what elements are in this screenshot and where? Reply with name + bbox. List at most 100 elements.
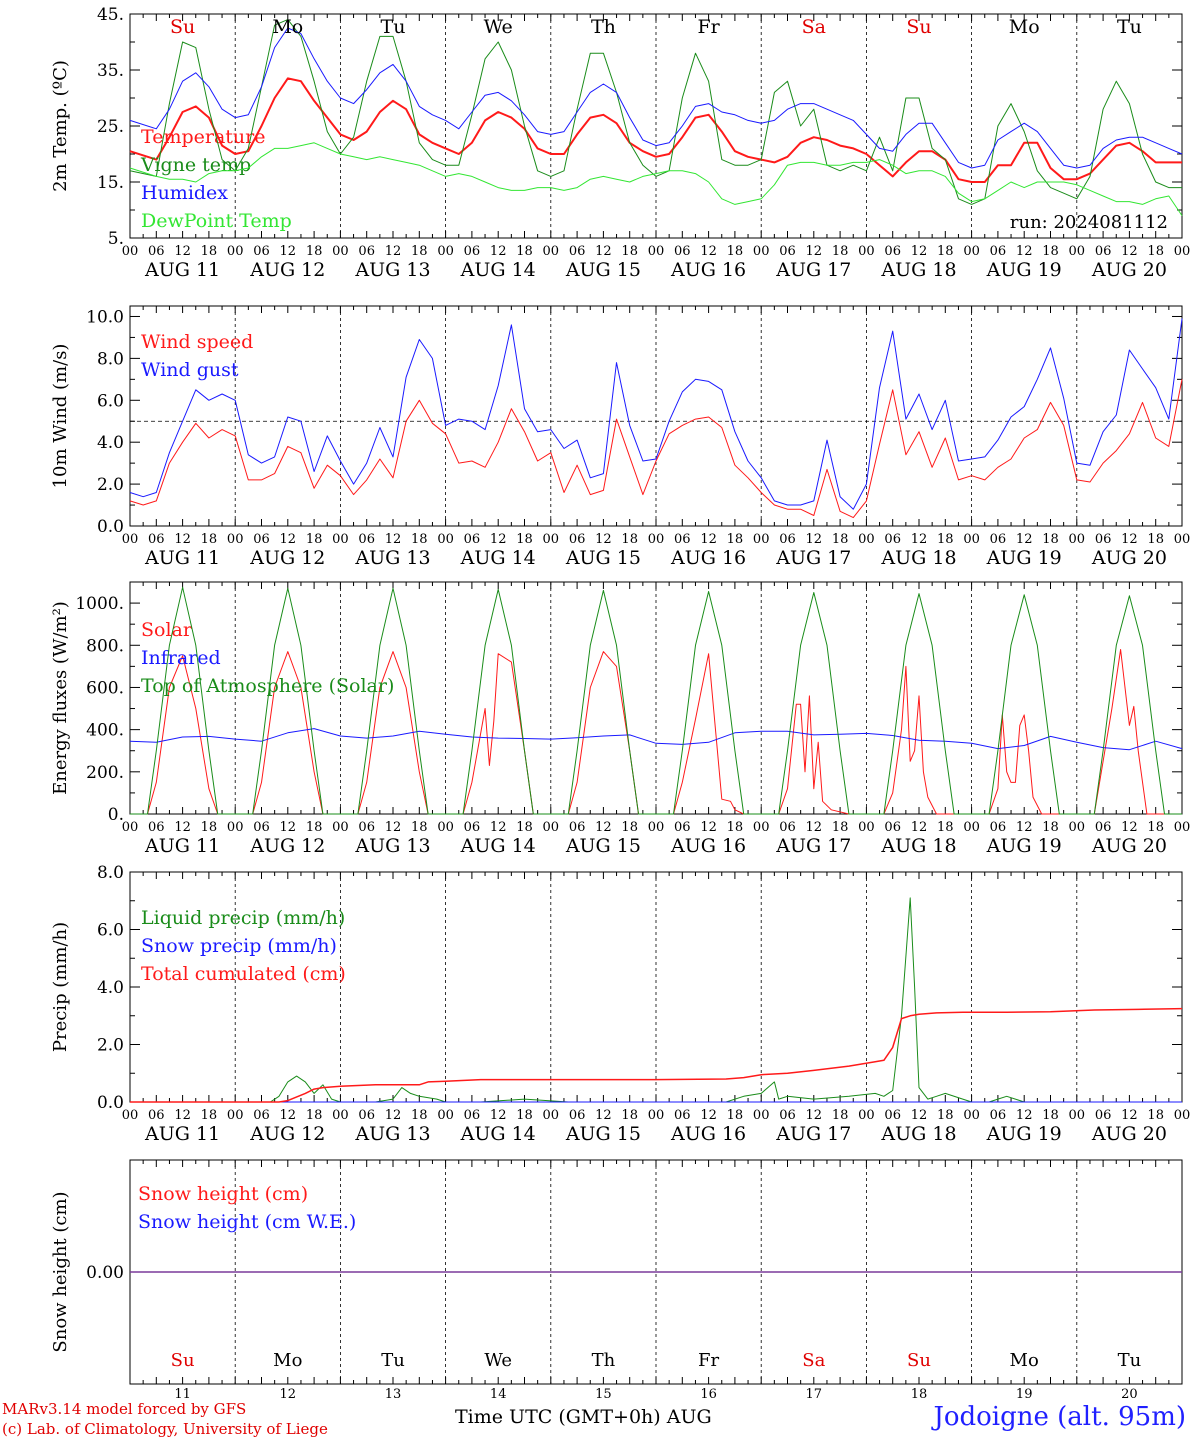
- y-tick-label-2-5: 1000.: [75, 594, 124, 614]
- hour-label-0-60: 12: [385, 244, 402, 259]
- date-label-2-4: AUG 15: [565, 835, 641, 857]
- top-weekday-2: Tu: [381, 16, 406, 38]
- bottom-day-number-8: 19: [1016, 1387, 1033, 1402]
- y-tick-label-0-0: 5.: [108, 229, 124, 249]
- model-credit: MARv3.14 model forced by GFS: [2, 1400, 247, 1418]
- bottom-day-number-4: 15: [595, 1387, 612, 1402]
- hour-label-0-6: 06: [148, 244, 165, 259]
- hour-label-1-126: 06: [674, 532, 691, 547]
- hour-label-3-120: 00: [648, 1108, 665, 1123]
- date-label-2-8: AUG 19: [986, 835, 1062, 857]
- y-tick-label-2-4: 800.: [86, 636, 124, 656]
- bottom-weekday-9: Tu: [1118, 1350, 1142, 1371]
- hour-label-1-48: 00: [332, 532, 349, 547]
- hour-label-2-96: 00: [543, 820, 560, 835]
- hour-label-3-102: 06: [569, 1108, 586, 1123]
- hour-label-3-222: 06: [1095, 1108, 1112, 1123]
- bottom-weekday-4: Th: [592, 1350, 616, 1371]
- date-label-0-0: AUG 11: [144, 259, 220, 281]
- hour-label-2-72: 00: [437, 820, 454, 835]
- date-label-2-3: AUG 14: [460, 835, 536, 857]
- legend-entry-0-2: Humidex: [141, 182, 228, 204]
- y-tick-label-1-4: 8.0: [97, 349, 124, 369]
- hour-label-3-30: 06: [253, 1108, 270, 1123]
- hour-label-0-198: 06: [990, 244, 1007, 259]
- hour-label-1-60: 12: [385, 532, 402, 547]
- hour-label-3-180: 12: [911, 1108, 928, 1123]
- y-tick-label-1-5: 10.0: [86, 307, 124, 327]
- hour-label-1-84: 12: [490, 532, 507, 547]
- date-label-2-0: AUG 11: [144, 835, 220, 857]
- hour-label-2-132: 12: [700, 820, 717, 835]
- y-tick-label-1-0: 0.0: [97, 517, 124, 537]
- site-label: Jodoigne (alt. 95m): [933, 1402, 1186, 1432]
- hour-label-1-12: 12: [174, 532, 191, 547]
- bottom-day-number-3: 14: [490, 1387, 507, 1402]
- date-label-1-2: AUG 13: [354, 547, 430, 569]
- hour-label-1-114: 18: [621, 532, 638, 547]
- bottom-day-number-2: 13: [385, 1387, 402, 1402]
- date-label-3-5: AUG 16: [670, 1123, 746, 1145]
- top-weekday-5: Fr: [697, 16, 720, 38]
- hour-label-0-240: 00: [1174, 244, 1191, 259]
- hour-label-2-174: 06: [884, 820, 901, 835]
- x-axis-title: Time UTC (GMT+0h) AUG: [455, 1406, 712, 1428]
- hour-label-0-228: 12: [1121, 244, 1138, 259]
- top-weekday-1: Mo: [272, 16, 303, 38]
- hour-label-3-126: 06: [674, 1108, 691, 1123]
- top-weekday-8: Mo: [1009, 16, 1040, 38]
- bottom-day-number-6: 17: [806, 1387, 823, 1402]
- hour-label-3-186: 18: [937, 1108, 954, 1123]
- y-tick-label-3-0: 0.0: [97, 1093, 124, 1113]
- date-label-2-2: AUG 13: [354, 835, 430, 857]
- top-weekday-4: Th: [591, 16, 616, 38]
- hour-label-3-108: 12: [595, 1108, 612, 1123]
- hour-label-0-78: 06: [464, 244, 481, 259]
- date-label-0-1: AUG 12: [249, 259, 325, 281]
- hour-label-1-138: 18: [727, 532, 744, 547]
- y-tick-label-3-4: 8.0: [97, 863, 124, 883]
- hour-label-1-90: 18: [516, 532, 533, 547]
- date-label-2-9: AUG 20: [1091, 835, 1167, 857]
- hour-label-0-132: 12: [700, 244, 717, 259]
- hour-label-0-0: 00: [122, 244, 139, 259]
- hour-label-0-54: 06: [358, 244, 375, 259]
- hour-label-2-222: 06: [1095, 820, 1112, 835]
- y-axis-label-2: Energy fluxes (W/m²): [50, 601, 71, 795]
- hour-label-3-144: 00: [753, 1108, 770, 1123]
- date-label-2-5: AUG 16: [670, 835, 746, 857]
- hour-label-1-24: 00: [227, 532, 244, 547]
- hour-label-3-132: 12: [700, 1108, 717, 1123]
- hour-label-2-120: 00: [648, 820, 665, 835]
- hour-label-0-174: 06: [884, 244, 901, 259]
- y-tick-label-3-1: 2.0: [97, 1036, 124, 1056]
- hour-label-3-168: 00: [858, 1108, 875, 1123]
- y-axis-label-3: Precip (mm/h): [50, 922, 71, 1052]
- legend-entry-3-1: Snow precip (mm/h): [141, 935, 337, 957]
- hour-label-3-234: 18: [1147, 1108, 1164, 1123]
- date-label-3-8: AUG 19: [986, 1123, 1062, 1145]
- date-label-3-6: AUG 17: [775, 1123, 851, 1145]
- hour-label-3-42: 18: [306, 1108, 323, 1123]
- date-label-1-7: AUG 18: [880, 547, 956, 569]
- date-label-1-3: AUG 14: [460, 547, 536, 569]
- hour-label-1-30: 06: [253, 532, 270, 547]
- hour-label-1-66: 18: [411, 532, 428, 547]
- hour-label-0-108: 12: [595, 244, 612, 259]
- hour-label-3-138: 18: [727, 1108, 744, 1123]
- hour-label-2-12: 12: [174, 820, 191, 835]
- hour-label-0-96: 00: [543, 244, 560, 259]
- y-tick-label-0-1: 15.: [97, 173, 124, 193]
- hour-label-0-36: 12: [280, 244, 297, 259]
- hour-label-3-24: 00: [227, 1108, 244, 1123]
- hour-label-1-240: 00: [1174, 532, 1191, 547]
- hour-label-2-234: 18: [1147, 820, 1164, 835]
- bottom-weekday-2: Tu: [381, 1350, 405, 1371]
- series-line-0-0: [129, 77, 1182, 183]
- hour-label-3-54: 06: [358, 1108, 375, 1123]
- y-tick-label-4-0: 0.00: [86, 1263, 124, 1283]
- hour-label-2-114: 18: [621, 820, 638, 835]
- hour-label-0-84: 12: [490, 244, 507, 259]
- hour-label-0-48: 00: [332, 244, 349, 259]
- hour-label-1-18: 18: [201, 532, 218, 547]
